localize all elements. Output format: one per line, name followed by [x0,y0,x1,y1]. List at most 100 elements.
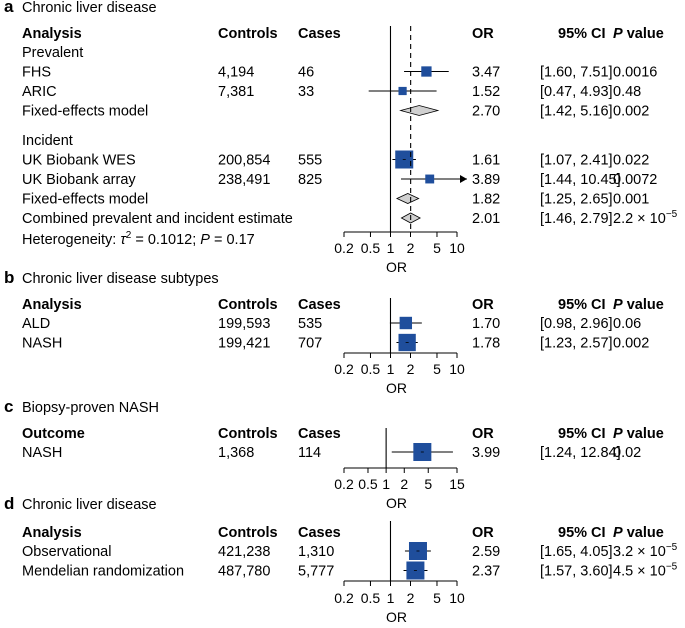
ci-value: [1.42, 5.16] [540,104,613,120]
ci-value: [1.60, 7.51] [540,65,613,81]
study-label: Observational [22,544,111,560]
cases-value: 1,310 [298,544,334,560]
ci-value: [1.23, 2.57] [540,336,613,352]
or-value: 3.99 [472,445,500,461]
study-label: NASH [22,445,62,461]
pooled-label: Fixed-effects model [22,192,148,208]
header-ci: 95% CI [558,297,606,313]
x-tick-label: 2 [407,590,415,606]
ci-value: [1.07, 2.41] [540,153,613,169]
x-tick-label: 10 [449,361,465,377]
p-value: 0.001 [613,192,649,208]
header-ci: 95% CI [558,426,606,442]
study-label: Mendelian randomization [22,564,184,580]
x-tick-label: 0.2 [334,590,354,606]
panel-letter-b: b [4,268,14,287]
header-or: OR [472,297,494,313]
header-cases: Cases [298,26,341,42]
or-value: 2.59 [472,544,500,560]
x-tick-label: 2 [400,476,408,492]
ci-value: [1.57, 3.60] [540,564,613,580]
x-tick-label: 0.5 [361,590,381,606]
x-tick-label: 15 [449,476,465,492]
header-p-value: P value [613,525,664,541]
header-cases: Cases [298,426,341,442]
p-value: 0.0016 [613,65,657,81]
p-value: 0.48 [613,84,641,100]
x-axis-label: OR [386,259,407,275]
study-label: FHS [22,65,51,81]
panel-letter-d: d [4,494,14,513]
p-value: 0.002 [613,336,649,352]
ci-value: [1.24, 12.84] [540,445,621,461]
or-value: 1.52 [472,84,500,100]
header-controls: Controls [218,26,278,42]
p-value: 0.022 [613,153,649,169]
x-tick-label: 5 [433,590,441,606]
ci-value: [1.44, 10.45] [540,172,621,188]
controls-value: 421,238 [218,544,270,560]
x-tick-label: 1 [387,361,395,377]
panel-title: Chronic liver disease subtypes [22,271,219,287]
header-controls: Controls [218,297,278,313]
header-cases: Cases [298,525,341,541]
x-tick-label: 1 [382,476,390,492]
p-value: 0.002 [613,104,649,120]
p-value: 0.0072 [613,172,657,188]
pooled-diamond [399,105,440,116]
controls-value: 4,194 [218,65,254,81]
or-value: 2.01 [472,211,500,227]
cases-value: 825 [298,172,322,188]
cases-value: 555 [298,153,322,169]
study-label: UK Biobank WES [22,153,136,169]
controls-value: 238,491 [218,172,270,188]
or-value: 1.78 [472,336,500,352]
x-tick-label: 0.5 [361,240,381,256]
header-controls: Controls [218,525,278,541]
header-or: OR [472,426,494,442]
cases-value: 5,777 [298,564,334,580]
ci-value: [1.65, 4.05] [540,544,613,560]
panel-title: Chronic liver disease [22,0,157,16]
study-label: ALD [22,316,50,332]
pooled-diamond [395,193,420,204]
or-value: 1.70 [472,316,500,332]
header-cases: Cases [298,297,341,313]
or-value: 2.70 [472,104,500,120]
study-marker [421,66,432,77]
study-label: UK Biobank array [22,172,136,188]
x-tick-label: 2 [407,240,415,256]
x-axis-label: OR [386,495,407,511]
x-tick-label: 10 [449,240,465,256]
controls-value: 7,381 [218,84,254,100]
study-label: NASH [22,336,62,352]
section-label: Incident [22,133,73,149]
section-label: Prevalent [22,45,83,61]
header-label: Outcome [22,426,85,442]
header-ci: 95% CI [558,26,606,42]
p-value: 0.06 [613,316,641,332]
or-value: 1.61 [472,153,500,169]
study-label: ARIC [22,84,57,100]
x-axis-label: OR [386,609,407,625]
x-tick-label: 0.5 [361,361,381,377]
header-p-value: P value [613,26,664,42]
panel-title: Biopsy-proven NASH [22,400,159,416]
panel-letter-c: c [4,397,13,416]
x-tick-label: 1 [387,590,395,606]
x-tick-label: 0.5 [358,476,378,492]
study-marker [398,86,407,96]
controls-value: 487,780 [218,564,270,580]
p-value: 3.2 × 10−5 [613,542,678,560]
x-tick-label: 10 [449,590,465,606]
x-tick-label: 0.2 [334,476,354,492]
or-value: 1.82 [472,192,500,208]
header-label: Analysis [22,26,82,42]
p-value: 4.5 × 10−5 [613,562,678,580]
heterogeneity-note: Heterogeneity: τ2 = 0.1012; P = 0.17 [22,230,255,248]
cases-value: 707 [298,336,322,352]
x-tick-label: 1 [387,240,395,256]
header-p-value: P value [613,297,664,313]
cases-value: 114 [298,445,321,461]
